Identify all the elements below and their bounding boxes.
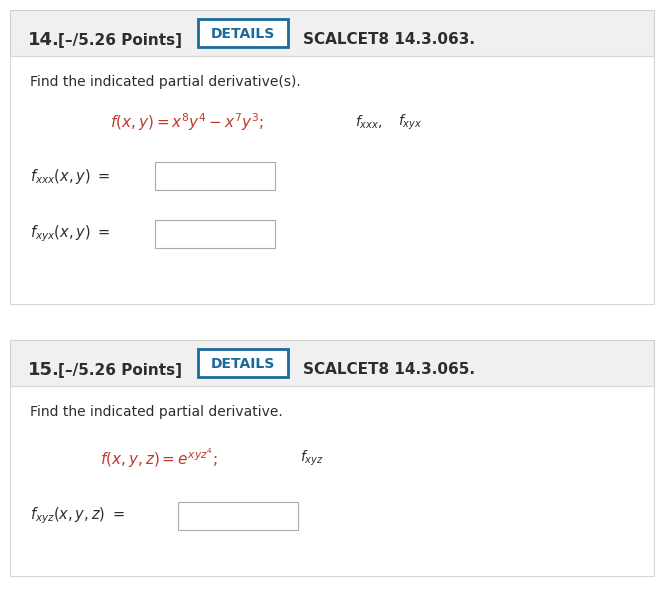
Text: $f_{xyz}(x, y, z)\ =$: $f_{xyz}(x, y, z)\ =$	[30, 506, 125, 526]
Text: $f(x, y) = x^8y^4 - x^7y^3;$: $f(x, y) = x^8y^4 - x^7y^3;$	[110, 111, 264, 133]
Text: SCALCET8 14.3.063.: SCALCET8 14.3.063.	[303, 32, 475, 48]
FancyBboxPatch shape	[178, 502, 298, 530]
FancyBboxPatch shape	[10, 10, 654, 56]
FancyBboxPatch shape	[198, 349, 288, 377]
Text: $f_{xxx}(x, y)\ =$: $f_{xxx}(x, y)\ =$	[30, 166, 110, 185]
Text: DETAILS: DETAILS	[211, 357, 275, 371]
Text: SCALCET8 14.3.065.: SCALCET8 14.3.065.	[303, 362, 475, 378]
FancyBboxPatch shape	[155, 220, 275, 248]
FancyBboxPatch shape	[10, 340, 654, 386]
Text: $f_{xyx}$: $f_{xyx}$	[398, 112, 422, 132]
Text: [–/5.26 Points]: [–/5.26 Points]	[58, 32, 182, 48]
Text: Find the indicated partial derivative(s).: Find the indicated partial derivative(s)…	[30, 75, 301, 89]
Text: DETAILS: DETAILS	[211, 27, 275, 41]
Text: Find the indicated partial derivative.: Find the indicated partial derivative.	[30, 405, 283, 419]
Text: [–/5.26 Points]: [–/5.26 Points]	[58, 362, 182, 378]
FancyBboxPatch shape	[155, 162, 275, 190]
Text: $f_{xxx},$: $f_{xxx},$	[355, 113, 382, 131]
Text: 15.: 15.	[28, 361, 60, 379]
FancyBboxPatch shape	[10, 56, 654, 304]
Text: 14.: 14.	[28, 31, 60, 49]
Text: $f(x, y, z) = e^{xyz^4};$: $f(x, y, z) = e^{xyz^4};$	[100, 446, 217, 470]
FancyBboxPatch shape	[10, 386, 654, 576]
FancyBboxPatch shape	[198, 19, 288, 47]
Text: $f_{xyz}$: $f_{xyz}$	[300, 448, 323, 468]
Text: $f_{xyx}(x, y)\ =$: $f_{xyx}(x, y)\ =$	[30, 224, 110, 244]
